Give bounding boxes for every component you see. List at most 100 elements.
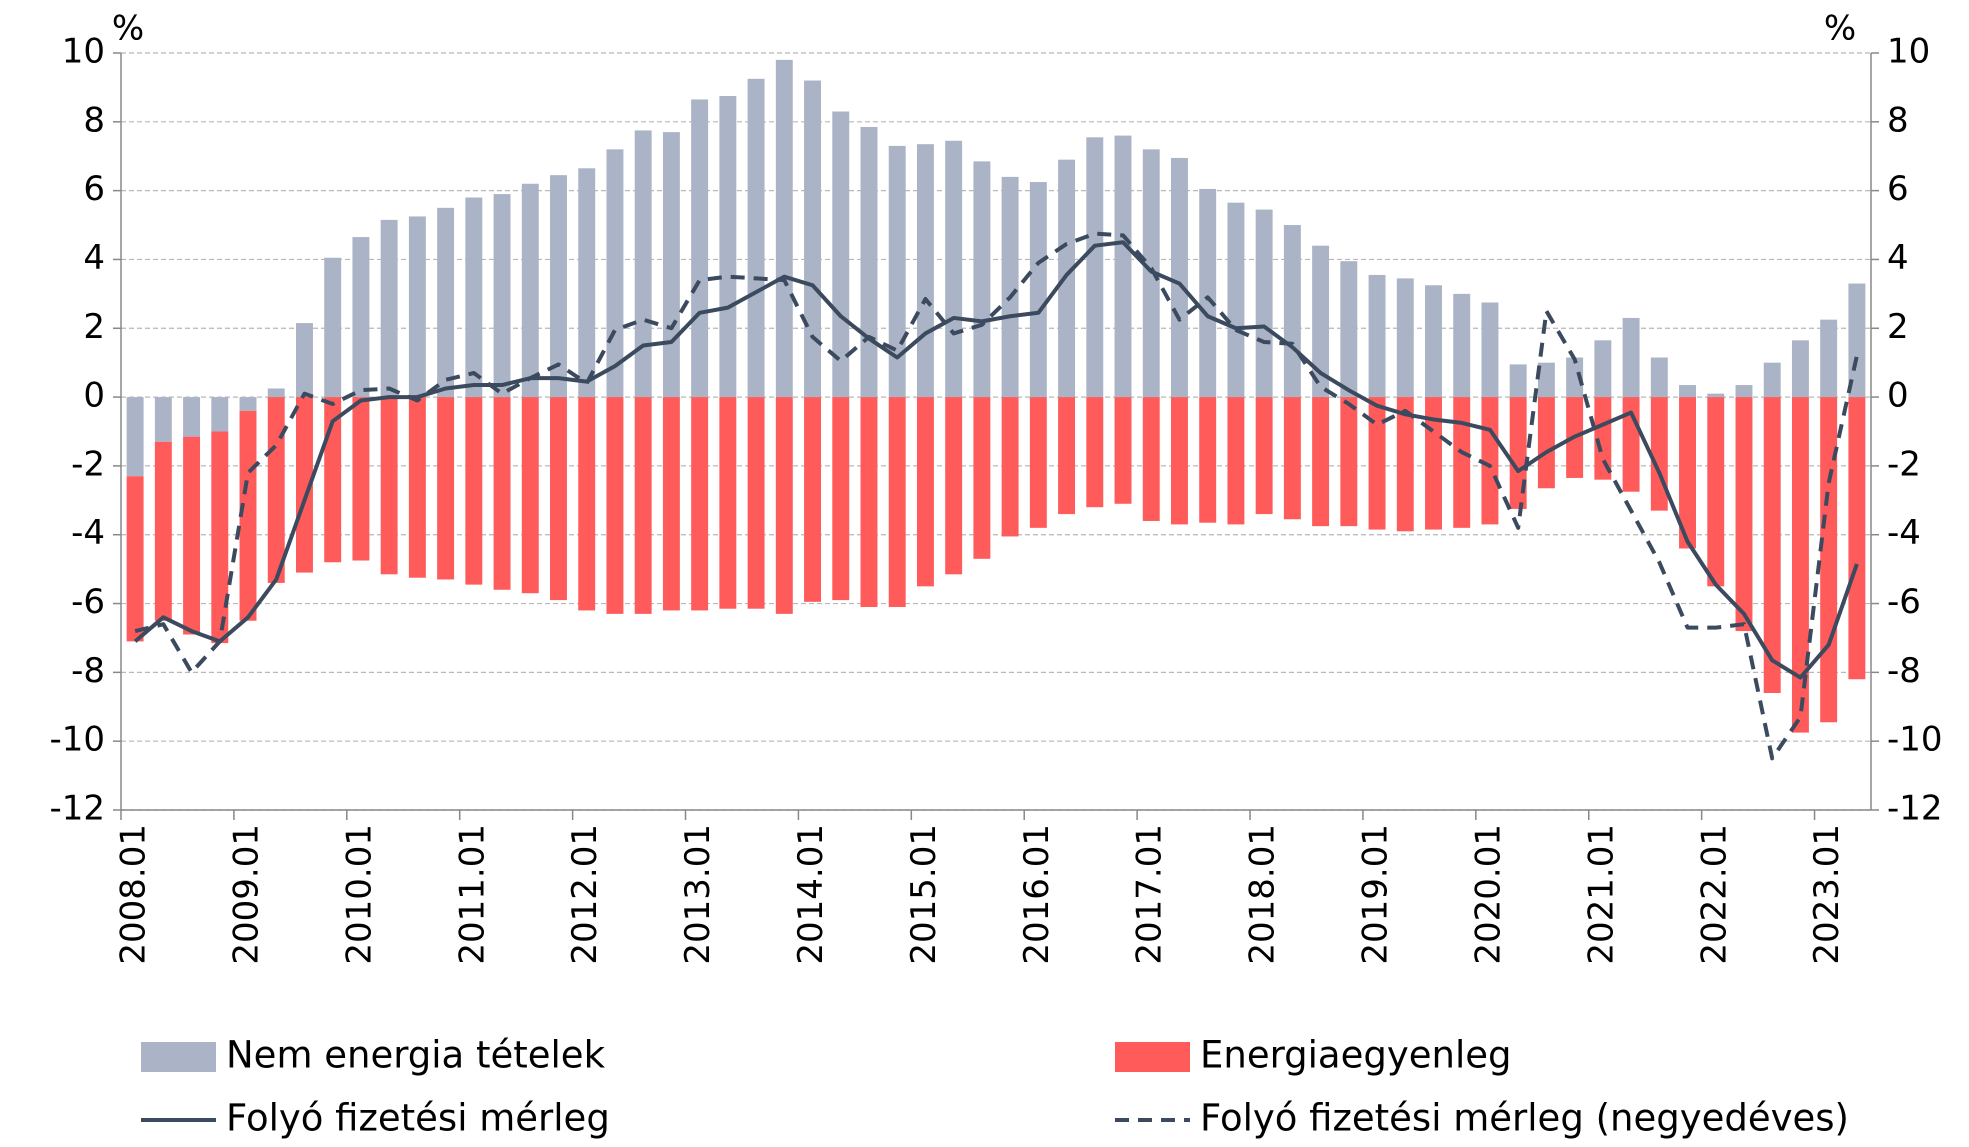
x-tick-label: 2023.01 — [1807, 824, 1847, 965]
bar — [832, 397, 850, 601]
bar — [662, 397, 680, 611]
bar — [1537, 397, 1555, 489]
bar — [606, 397, 624, 614]
bar — [973, 161, 991, 398]
x-tick-label: 2009.01 — [227, 824, 267, 965]
y-tick-label: -12 — [49, 789, 105, 829]
x-tick-label: 2022.01 — [1694, 824, 1734, 965]
bar — [1481, 397, 1499, 525]
bar — [1199, 397, 1217, 523]
y2-tick-label: 2 — [1887, 307, 1909, 347]
bar — [1058, 159, 1076, 398]
bar — [1086, 137, 1104, 398]
x-tick-label: 2020.01 — [1468, 824, 1508, 965]
y-tick-label: 4 — [83, 238, 105, 278]
bar — [1791, 397, 1809, 733]
bar — [804, 397, 821, 602]
bar — [1735, 385, 1753, 398]
x-tick-label: 2012.01 — [565, 824, 605, 965]
bar — [493, 397, 511, 590]
bar — [1650, 357, 1668, 398]
bar — [1001, 176, 1019, 398]
bar — [804, 80, 821, 398]
bar — [211, 431, 229, 644]
legend-label: Folyó fizetési mérleg (negyedéves) — [1200, 1097, 1849, 1140]
x-tick-label: 2015.01 — [904, 824, 944, 965]
line — [134, 231, 1859, 761]
y2-tick-label: -2 — [1887, 444, 1921, 484]
bar — [634, 397, 652, 614]
bar — [465, 397, 483, 585]
bar — [662, 132, 680, 398]
line — [133, 240, 1859, 680]
bar — [1142, 397, 1160, 521]
bar — [1312, 397, 1330, 527]
y-tick-label: 0 — [83, 376, 105, 416]
x-tick-label: 2008.01 — [114, 824, 154, 965]
bar — [1453, 397, 1471, 528]
bar — [267, 397, 285, 583]
bar — [578, 168, 596, 398]
bar — [1283, 397, 1301, 520]
bar — [267, 388, 285, 398]
bar — [1227, 397, 1245, 525]
bar — [1283, 225, 1301, 398]
bar — [1396, 397, 1414, 532]
bar — [465, 197, 483, 398]
bar — [747, 78, 765, 398]
bar — [1368, 397, 1386, 530]
bar — [183, 436, 201, 635]
bar — [352, 237, 370, 398]
bar — [1340, 397, 1358, 527]
bar — [1820, 397, 1838, 723]
bar — [521, 397, 539, 594]
y-tick-label: -6 — [71, 582, 105, 622]
bar — [1594, 340, 1612, 398]
y-tick-label: -8 — [71, 651, 105, 691]
bar — [916, 144, 934, 398]
bar — [352, 397, 370, 561]
bar — [126, 397, 144, 477]
bar — [1537, 362, 1555, 398]
bar — [437, 207, 455, 398]
bar — [860, 397, 878, 607]
bar — [747, 397, 765, 609]
bar — [493, 194, 511, 398]
x-tick-label: 2013.01 — [678, 824, 718, 965]
bar — [1199, 188, 1217, 398]
y-tick-label: -4 — [71, 513, 105, 553]
legend-label: Folyó fizetési mérleg — [226, 1097, 610, 1140]
bar — [1848, 397, 1866, 680]
bar — [945, 397, 963, 575]
bar — [324, 257, 342, 398]
bar — [521, 183, 539, 398]
bar — [296, 323, 313, 398]
bar — [1396, 278, 1414, 398]
bar — [916, 397, 934, 587]
bar — [1566, 357, 1584, 398]
bar — [239, 410, 257, 621]
bar — [1679, 397, 1696, 549]
x-tick-label: 2017.01 — [1130, 824, 1170, 965]
bar — [1255, 397, 1273, 515]
bar — [1058, 397, 1076, 515]
y2-tick-label: -12 — [1887, 789, 1943, 829]
bar — [860, 126, 878, 398]
x-tick-label: 2014.01 — [791, 824, 831, 965]
legend-swatch — [141, 1042, 216, 1072]
y2-tick-label: 4 — [1887, 238, 1909, 278]
bar — [888, 145, 906, 398]
bar — [1312, 245, 1330, 398]
bar — [1001, 397, 1019, 537]
bar — [1791, 340, 1809, 398]
bar — [1171, 397, 1188, 525]
bar — [578, 397, 596, 611]
bar — [691, 397, 709, 611]
y2-tick-label: -6 — [1887, 582, 1921, 622]
bar — [296, 397, 313, 573]
bar — [1171, 157, 1188, 398]
bar — [1820, 319, 1838, 398]
x-tick-label: 2019.01 — [1356, 824, 1396, 965]
bar — [126, 476, 144, 642]
